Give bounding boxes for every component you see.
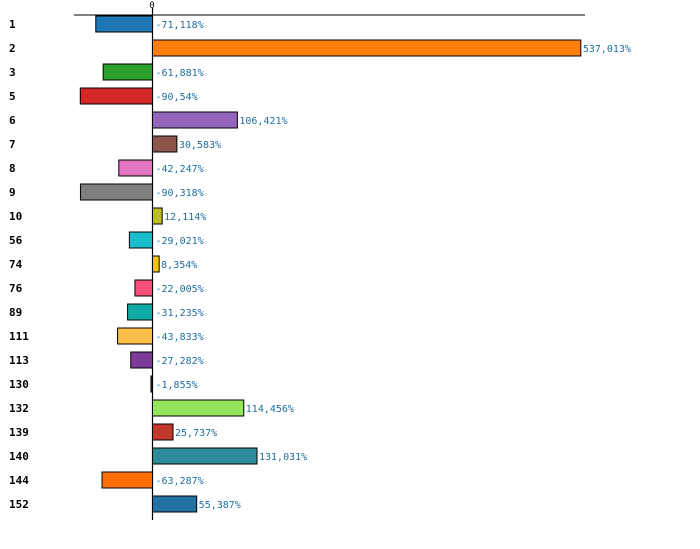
value-label-56: -29,021% [156,236,204,247]
bar-1 [95,15,153,33]
bar-130 [150,375,153,393]
bar-6 [152,111,238,129]
category-label-130: 130 [9,378,29,391]
value-label-2: 537,013% [583,44,631,55]
value-label-5: -90,54% [156,92,198,103]
value-label-111: -43,833% [156,332,204,343]
tick-label-zero: 0 [149,1,154,11]
category-label-2: 2 [9,42,16,55]
bar-152 [152,495,198,513]
value-label-113: -27,282% [156,356,204,367]
category-label-3: 3 [9,66,16,79]
bar-111 [117,327,153,345]
bar-2 [152,39,582,57]
value-label-6: 106,421% [239,116,287,127]
category-label-111: 111 [9,330,29,343]
bar-56 [128,231,153,249]
bar-89 [127,303,154,321]
category-label-7: 7 [9,138,16,151]
value-label-8: -42,247% [156,164,204,175]
bar-8 [118,159,154,177]
bar-3 [102,63,153,81]
value-label-9: -90,318% [156,188,204,199]
category-label-9: 9 [9,186,16,199]
bar-9 [79,183,153,201]
category-label-132: 132 [9,402,29,415]
value-label-130: -1,855% [156,380,198,391]
bar-132 [152,399,245,417]
bars-group: 1 -71,118% 2 537,013% 3 -61,881% 5 -90,54% 6 106,… [9,15,631,513]
value-label-139: 25,737% [175,428,217,439]
category-label-140: 140 [9,450,29,463]
value-label-1: -71,118% [156,20,204,31]
bar-139 [152,423,174,441]
category-label-152: 152 [9,498,29,511]
category-label-8: 8 [9,162,16,175]
value-label-132: 114,456% [246,404,294,415]
category-label-5: 5 [9,90,16,103]
bar-76 [134,279,153,297]
bar-113 [130,351,154,369]
bar-7 [152,135,178,153]
bar-144 [101,471,153,489]
category-label-74: 74 [9,258,23,271]
value-label-89: -31,235% [156,308,204,319]
category-label-139: 139 [9,426,29,439]
category-label-6: 6 [9,114,16,127]
value-label-76: -22,005% [156,284,204,295]
category-label-10: 10 [9,210,22,223]
category-label-76: 76 [9,282,23,295]
value-label-74: 8,354% [161,260,197,271]
category-label-113: 113 [9,354,29,367]
value-label-152: 55,387% [199,500,241,511]
category-label-144: 144 [9,474,29,487]
value-label-7: 30,583% [179,140,221,151]
value-label-140: 131,031% [259,452,307,463]
category-label-1: 1 [9,18,16,31]
category-label-56: 56 [9,234,23,247]
value-label-10: 12,114% [164,212,206,223]
value-label-3: -61,881% [156,68,204,79]
category-label-89: 89 [9,306,22,319]
bar-74 [152,255,160,273]
bar-10 [152,207,163,225]
value-label-144: -63,287% [156,476,204,487]
bar-5 [79,87,153,105]
bar-140 [152,447,258,465]
